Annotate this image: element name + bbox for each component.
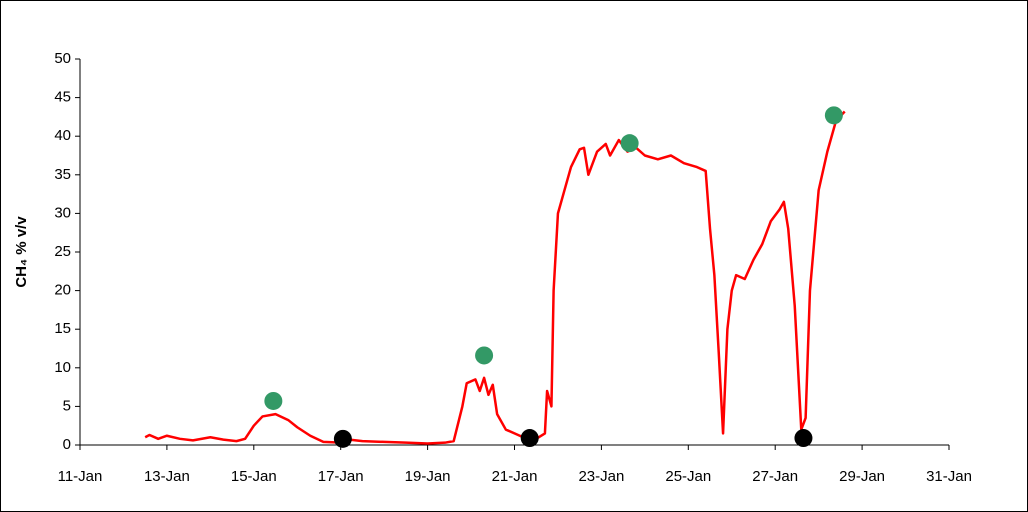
y-tick-label: 50 [54,50,71,67]
x-tick-label: 15-Jan [231,468,277,485]
data-point [333,429,352,448]
data-line [144,110,846,445]
x-tick-label: 27-Jan [752,468,798,485]
y-tick-label: 25 [54,243,71,260]
y-tick-label: 40 [54,127,71,144]
x-tick-label: 21-Jan [492,468,538,485]
y-tick-label: 30 [54,204,71,221]
data-point [794,429,813,448]
y-axis-label: CH₄ % v/v [13,216,30,288]
y-tick-label: 45 [54,89,71,106]
y-tick-label: 5 [63,397,71,414]
y-tick-label: 35 [54,166,71,183]
x-tick-label: 17-Jan [318,468,364,485]
x-tick-label: 19-Jan [405,468,451,485]
x-tick-label: 11-Jan [58,468,103,485]
y-tick-label: 10 [54,359,71,376]
data-point [620,134,639,153]
data-point [264,391,283,410]
x-tick-label: 25-Jan [665,468,711,485]
data-point [475,346,494,365]
y-tick-label: 0 [63,436,71,453]
x-tick-label: 31-Jan [926,468,972,485]
x-tick-label: 29-Jan [839,468,885,485]
y-tick-label: 15 [54,320,71,337]
data-point [520,429,539,448]
x-tick-label: 23-Jan [578,468,624,485]
data-point [824,106,843,125]
x-tick-label: 13-Jan [144,468,190,485]
y-tick-label: 20 [54,282,71,299]
